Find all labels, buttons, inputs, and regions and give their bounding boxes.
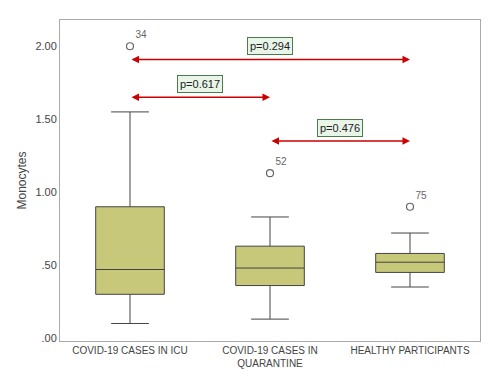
svg-text:.00: .00 (42, 332, 57, 344)
svg-text:HEALTHY PARTICIPANTS: HEALTHY PARTICIPANTS (350, 345, 469, 356)
svg-text:COVID-19 CASES IN ICU: COVID-19 CASES IN ICU (72, 345, 188, 356)
svg-text:52: 52 (275, 156, 287, 167)
svg-text:.50: .50 (42, 259, 57, 271)
svg-text:1.50: 1.50 (35, 113, 56, 125)
svg-text:75: 75 (415, 190, 427, 201)
svg-text:p=0.294: p=0.294 (250, 40, 290, 52)
svg-text:p=0.617: p=0.617 (180, 78, 220, 90)
svg-text:p=0.476: p=0.476 (320, 122, 360, 134)
svg-text:34: 34 (135, 29, 147, 40)
svg-text:COVID-19 CASES INQUARANTINE: COVID-19 CASES INQUARANTINE (222, 345, 318, 369)
svg-text:Monocytes: Monocytes (15, 151, 29, 209)
svg-text:1.00: 1.00 (35, 186, 56, 198)
svg-text:2.00: 2.00 (35, 40, 56, 52)
